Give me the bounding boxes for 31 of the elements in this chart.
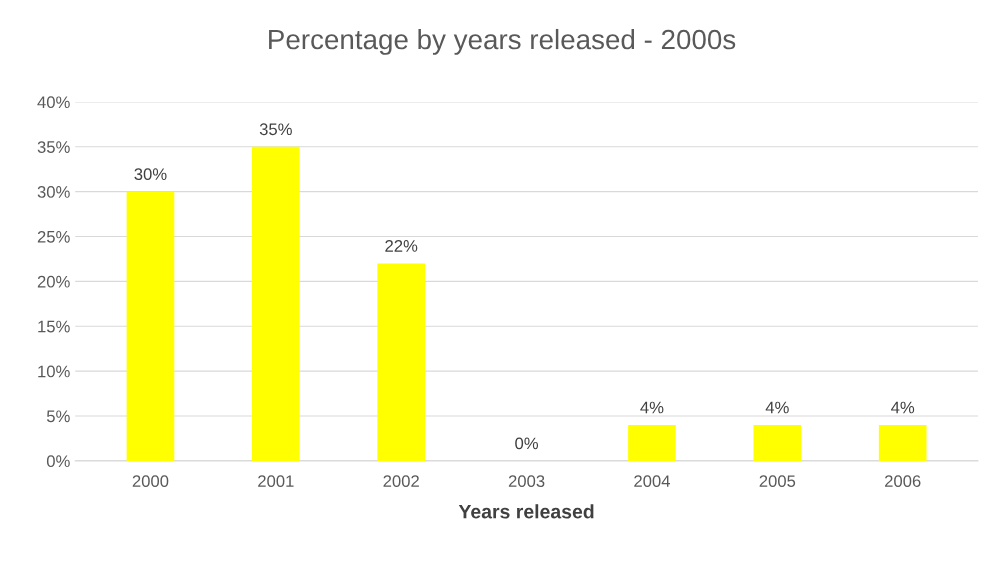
y-tick-label: 40% [37, 96, 70, 109]
data-label: 35% [259, 123, 292, 136]
x-tick-label: 2004 [634, 475, 670, 488]
data-label: 4% [640, 401, 664, 414]
x-tick-label: 2005 [759, 475, 796, 488]
data-label: 4% [891, 401, 915, 414]
x-tick-label: 2001 [258, 475, 294, 488]
bar [628, 424, 676, 461]
x-tick-label: 2002 [383, 475, 419, 488]
data-label: 30% [134, 168, 167, 181]
x-tick-label: 2000 [132, 475, 169, 488]
y-tick-label: 35% [37, 141, 70, 153]
bar [377, 263, 426, 461]
x-tick-label: 2003 [508, 475, 545, 488]
y-tick-label: 5% [46, 410, 70, 423]
data-label: 4% [765, 401, 789, 414]
y-tick-label: 15% [38, 320, 70, 333]
x-tick-label: 2006 [885, 475, 921, 488]
chart-title: Percentage by years released - 2000s [269, 28, 736, 55]
bar [753, 424, 802, 461]
y-tick-label: 25% [37, 230, 70, 243]
bar [878, 424, 927, 461]
x-axis-title: Years released [458, 504, 594, 519]
bar [126, 191, 175, 461]
bar [252, 146, 300, 461]
y-tick-label: 30% [37, 186, 70, 198]
y-tick-label: 10% [38, 365, 70, 378]
data-label: 22% [385, 240, 418, 252]
data-label: 0% [515, 437, 539, 450]
y-tick-label: 20% [37, 275, 70, 288]
y-tick-label: 0% [46, 455, 70, 468]
